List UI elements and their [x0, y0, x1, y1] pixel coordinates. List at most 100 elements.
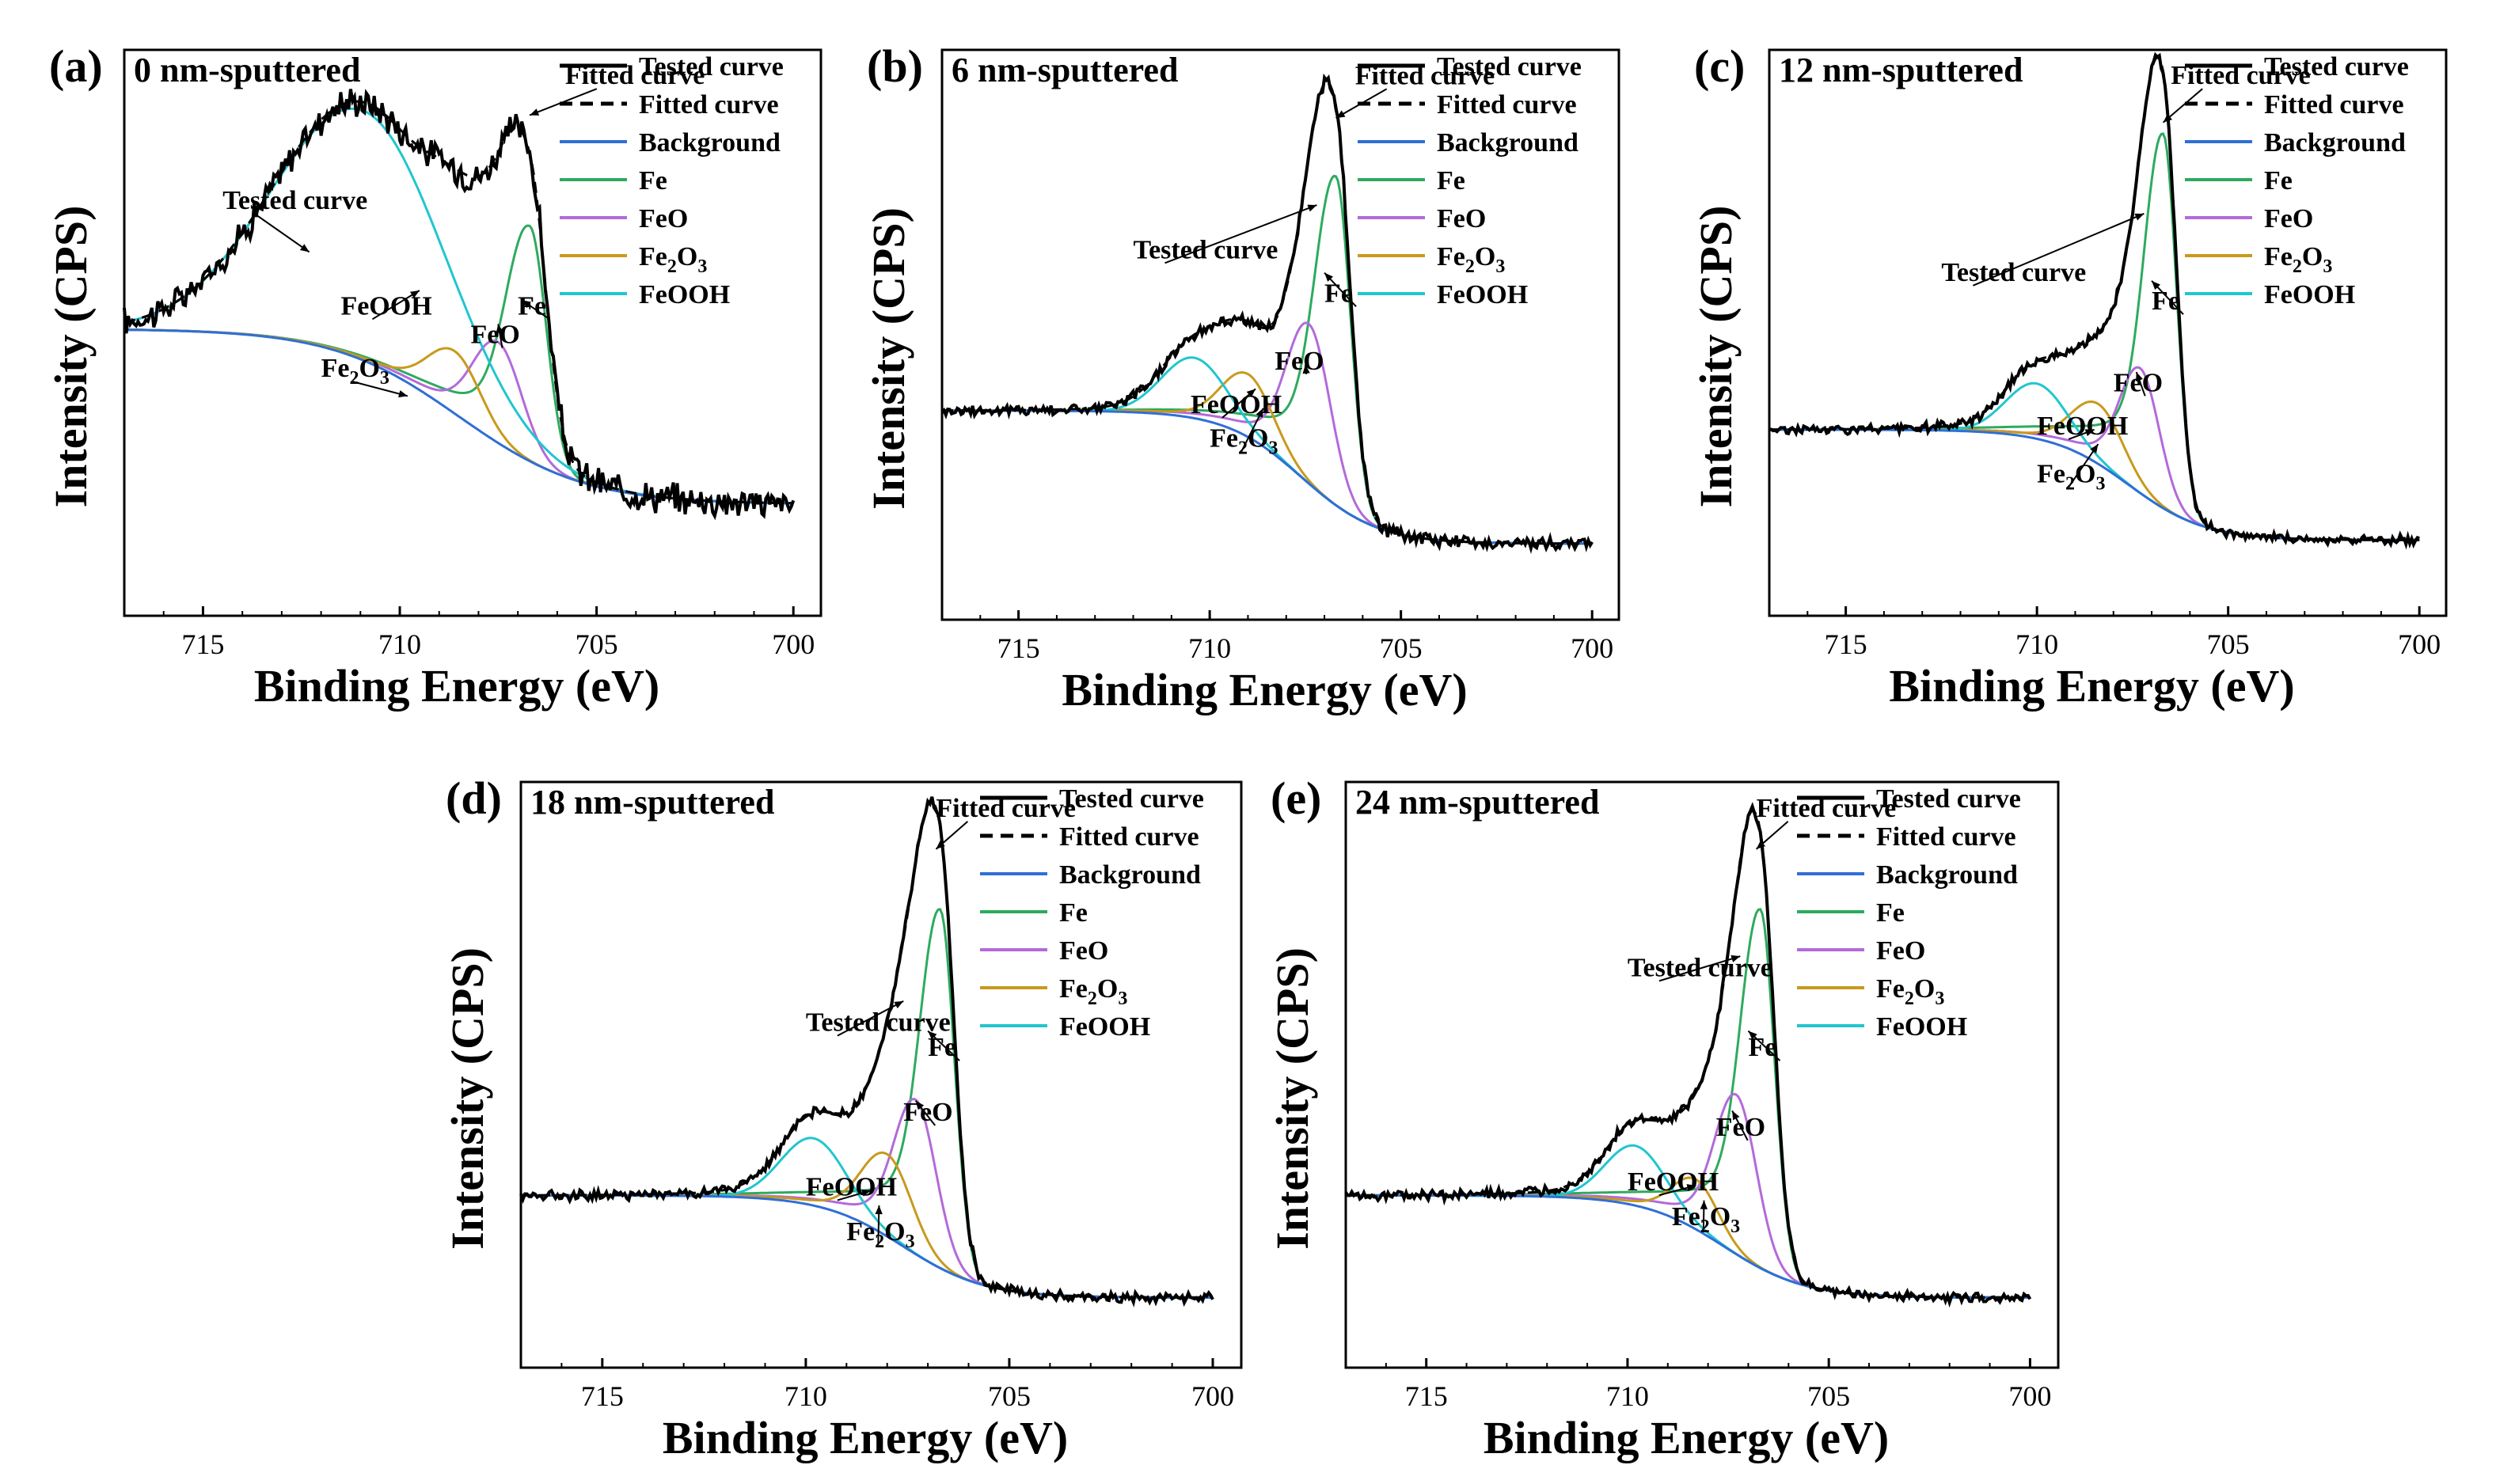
legend-label-fe: Fe: [1437, 166, 1465, 195]
annotation-fitted-curve: Fitted curve: [565, 61, 705, 90]
x-tick-label: 715: [997, 632, 1040, 664]
x-tick-label: 705: [2207, 628, 2250, 660]
annotation-arrowhead-feo: [915, 1100, 925, 1110]
annotation-fe2o3: Fe2O3: [321, 354, 389, 389]
tested-curve: [519, 796, 1214, 1308]
legend-label-background: Background: [1059, 860, 1201, 890]
annotation-feo: FeO: [2114, 368, 2163, 397]
annotation-arrow-fe2o3: [352, 381, 408, 397]
annotation-arrow-tested-curve: [1972, 213, 2145, 287]
x-tick-label: 710: [2015, 628, 2058, 660]
annotation-feooh: FeOOH: [806, 1172, 897, 1201]
annotation-arrowhead-fitted-curve: [1756, 841, 1766, 849]
x-tick-label: 700: [2398, 628, 2441, 660]
annotation-fe2o3: Fe2O3: [1672, 1202, 1740, 1237]
x-tick-label: 715: [581, 1380, 624, 1412]
annotation-arrowhead-feooh: [1246, 389, 1256, 398]
annotation-tested-curve: Tested curve: [1134, 235, 1278, 264]
annotation-arrowhead-fe: [1748, 1030, 1757, 1040]
x-tick-label: 715: [1825, 628, 1867, 660]
annotation-fitted-curve: Fitted curve: [1757, 794, 1897, 823]
x-tick-label: 700: [1191, 1380, 1234, 1412]
annotation-arrowhead-fe2o3: [1700, 1200, 1708, 1209]
annotation-feo: FeO: [1275, 347, 1324, 376]
panel-letter: (b): [867, 40, 923, 92]
x-tick-label: 700: [772, 628, 815, 660]
annotation-arrow-tested-curve: [1164, 204, 1317, 264]
legend-label-fitted: Fitted curve: [1876, 822, 2016, 852]
tested-curve: [1768, 51, 2420, 550]
legend-label-fe: Fe: [639, 166, 667, 195]
panel-letter: (a): [49, 40, 103, 92]
annotation-arrow-tested-curve: [837, 1000, 904, 1037]
panel-letter: (d): [446, 772, 502, 824]
legend-label-feooh: FeOOH: [2264, 280, 2355, 309]
x-tick-label: 700: [1571, 632, 1613, 664]
chart-panel-e: 715 710 705 700 Binding Energy (eV) Intensity…: [1267, 772, 2060, 1463]
legend-label-tested: Tested curve: [1876, 784, 2021, 814]
legend-label-fe: Fe: [1059, 898, 1088, 928]
panel-title: 6 nm-sputtered: [952, 51, 1178, 89]
legend-label-feo: FeO: [2264, 204, 2313, 233]
legend-label-background: Background: [1437, 128, 1579, 158]
panel-letter: (e): [1271, 772, 1321, 824]
annotation-arrowhead-tested-curve: [2134, 213, 2145, 221]
legend-label-tested: Tested curve: [1059, 784, 1204, 814]
annotation-arrow-fitted-curve: [529, 88, 598, 116]
y-axis-label: Intensity (CPS): [45, 206, 97, 508]
annotation-tested-curve: Tested curve: [1941, 258, 2086, 287]
legend-label-fe: Fe: [2264, 166, 2293, 195]
annotation-fe: Fe: [2152, 287, 2180, 316]
annotation-feooh: FeOOH: [340, 291, 431, 321]
legend-label-fe: Fe: [1876, 898, 1905, 928]
annotation-fe2o3: Fe2O3: [846, 1217, 914, 1252]
legend-label-fitted: Fitted curve: [1437, 90, 1577, 120]
x-tick-label: 705: [1380, 632, 1423, 664]
annotation-fe: Fe: [1324, 279, 1353, 308]
annotation-arrowhead-feooh: [861, 1189, 872, 1197]
annotation-arrowhead-fe: [522, 300, 531, 309]
annotation-tested-curve: Tested curve: [806, 1008, 951, 1038]
annotation-arrowhead-fe2o3: [398, 390, 408, 398]
tested-curve: [940, 73, 1594, 555]
legend-label-feo: FeO: [639, 204, 688, 233]
x-tick-label: 705: [1807, 1380, 1850, 1412]
legend-label-background: Background: [1876, 860, 2018, 890]
panel-letter: (c): [1694, 40, 1745, 92]
x-tick-label: 710: [1188, 632, 1231, 664]
panel-title: 24 nm-sputtered: [1355, 783, 1599, 822]
tested-curve: [123, 89, 796, 521]
annotation-arrow-tested-curve: [253, 213, 310, 253]
y-axis-label: Intensity (CPS): [442, 947, 493, 1250]
y-axis-label: Intensity (CPS): [1690, 206, 1742, 508]
legend-label-tested: Tested curve: [2264, 52, 2409, 82]
annotation-feooh: FeOOH: [2037, 412, 2128, 441]
component-curve-fe: [942, 174, 1593, 545]
annotation-arrowhead-feo: [496, 324, 503, 334]
panel-title: 12 nm-sputtered: [1779, 51, 2023, 89]
annotation-fitted-curve: Fitted curve: [2171, 61, 2311, 90]
x-tick-label: 715: [1405, 1380, 1448, 1412]
panel-title: 18 nm-sputtered: [530, 783, 774, 822]
annotation-arrowhead-fe2o3: [875, 1205, 883, 1215]
annotation-arrowhead-fe: [2152, 280, 2161, 290]
plot-frame: [1768, 48, 2448, 617]
annotation-arrowhead-tested-curve: [1730, 955, 1741, 962]
annotation-feo: FeO: [903, 1098, 952, 1127]
x-axis-label: Binding Energy (eV): [1484, 1412, 1889, 1463]
annotation-arrowhead-fe2o3: [2090, 444, 2099, 454]
chart-panel-d: 715 710 705 700 Binding Energy (eV) Intensity…: [442, 772, 1243, 1463]
legend-label-fe2o3: Fe2O3: [639, 242, 707, 277]
x-tick-label: 710: [1606, 1380, 1649, 1412]
legend-label-fitted: Fitted curve: [1059, 822, 1199, 852]
legend-label-feo: FeO: [1876, 936, 1925, 966]
legend-label-fe2o3: Fe2O3: [1059, 974, 1127, 1009]
legend-label-fitted: Fitted curve: [2264, 90, 2404, 120]
annotation-arrowhead-fitted-curve: [530, 108, 540, 116]
plot-frame: [519, 780, 1243, 1369]
annotation-arrowhead-feo: [1302, 364, 1310, 374]
x-tick-label: 700: [2008, 1380, 2051, 1412]
annotation-arrowhead-feo: [2136, 372, 2143, 382]
plot-frame: [940, 48, 1620, 621]
